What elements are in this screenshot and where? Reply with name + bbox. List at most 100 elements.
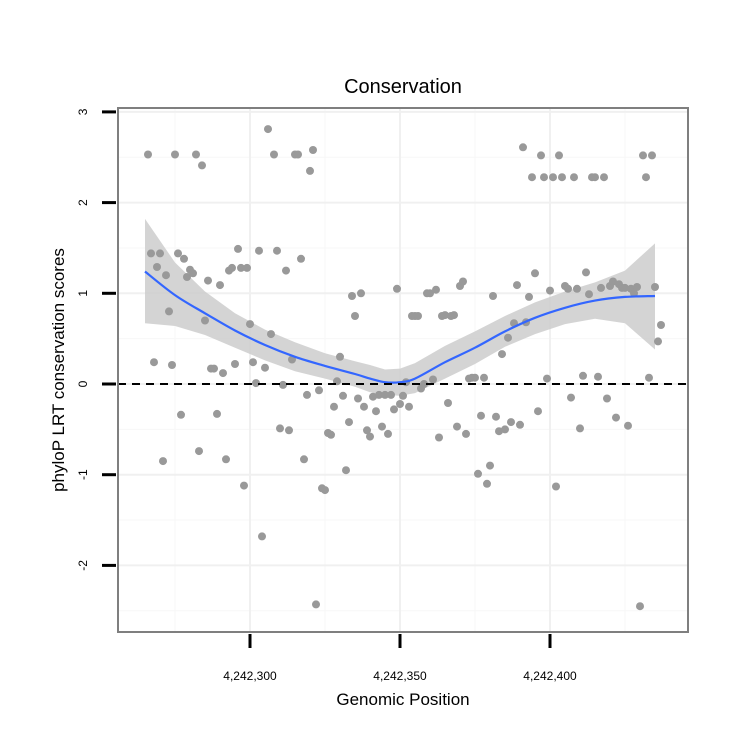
data-point [309, 146, 317, 154]
data-point [258, 532, 266, 541]
y-tick-label: 0 [76, 380, 90, 387]
data-point [504, 333, 512, 342]
x-axis-ticks: 4,242,300 4,242,350 4,242,400 [223, 634, 577, 683]
data-point [279, 380, 287, 389]
data-point [243, 263, 251, 272]
y-axis-ticks: -2 -1 0 1 2 3 [76, 108, 116, 571]
data-point [174, 249, 182, 258]
data-point [657, 321, 665, 329]
data-point [147, 249, 155, 258]
data-point [246, 320, 254, 329]
data-point [273, 246, 281, 255]
data-point [594, 372, 602, 381]
data-point [444, 399, 452, 407]
data-point [570, 173, 578, 182]
data-point [351, 312, 359, 320]
data-point [405, 402, 413, 411]
data-point [348, 292, 356, 300]
data-point [171, 150, 179, 159]
data-point [624, 421, 632, 430]
data-point [531, 269, 539, 278]
data-point [519, 143, 527, 152]
data-point [480, 373, 488, 382]
data-point [450, 311, 458, 320]
data-point [381, 390, 389, 399]
data-point [372, 407, 380, 416]
x-tick-label: 4,242,350 [373, 669, 427, 683]
data-point [144, 150, 152, 159]
data-point [360, 402, 368, 411]
data-point [150, 358, 158, 367]
y-tick-label: 3 [76, 108, 90, 115]
data-point [540, 173, 548, 182]
data-point [399, 391, 407, 400]
confidence-ribbon [145, 218, 655, 396]
data-point [426, 289, 434, 298]
data-point [591, 173, 599, 182]
data-point [576, 424, 584, 433]
data-point [282, 266, 290, 275]
data-point [486, 461, 494, 470]
data-point [306, 166, 314, 175]
data-point [420, 380, 428, 388]
data-point [378, 422, 386, 431]
data-point [648, 151, 656, 160]
data-point [213, 409, 221, 418]
data-point [201, 316, 209, 325]
data-point [297, 254, 305, 263]
data-point [375, 390, 383, 399]
x-tick-label: 4,242,300 [223, 669, 277, 683]
smooth-line-layer [144, 270, 656, 384]
data-point [300, 455, 308, 464]
data-point [219, 369, 227, 378]
data-point [192, 150, 200, 159]
data-point [363, 426, 371, 435]
data-point [414, 312, 422, 320]
data-point [312, 600, 320, 609]
data-point [336, 352, 344, 361]
data-point [354, 394, 362, 403]
data-point [276, 424, 284, 433]
plot-panel-border [117, 107, 689, 633]
data-point [552, 482, 560, 491]
data-point [369, 392, 377, 401]
data-point [342, 466, 350, 475]
data-point [621, 283, 629, 292]
data-point [498, 350, 506, 359]
data-point [156, 249, 164, 258]
data-point [210, 364, 218, 373]
data-point [429, 375, 437, 384]
grid [118, 108, 688, 632]
data-point [387, 390, 395, 399]
data-point [189, 269, 197, 278]
data-point [252, 379, 260, 388]
data-point [507, 418, 515, 427]
data-point [600, 173, 608, 182]
data-point [609, 277, 617, 286]
data-point [327, 430, 335, 439]
data-point [357, 289, 365, 298]
data-point [564, 284, 572, 293]
data-point [285, 426, 293, 435]
data-point [441, 311, 449, 320]
y-tick-label: 1 [76, 290, 90, 297]
data-point [642, 173, 650, 182]
data-point [222, 455, 230, 464]
data-point [546, 286, 554, 295]
data-point [603, 394, 611, 403]
data-point [462, 429, 470, 438]
y-tick-label: 2 [76, 199, 90, 206]
data-point [294, 150, 302, 159]
data-point [390, 405, 398, 414]
data-point [267, 330, 275, 339]
data-point [525, 292, 533, 301]
data-point [303, 390, 311, 399]
data-point [477, 411, 485, 420]
data-point [585, 290, 593, 299]
data-point [555, 151, 563, 160]
data-point [501, 425, 509, 434]
data-point [249, 358, 257, 367]
data-point [270, 150, 278, 159]
data-point [204, 276, 212, 285]
